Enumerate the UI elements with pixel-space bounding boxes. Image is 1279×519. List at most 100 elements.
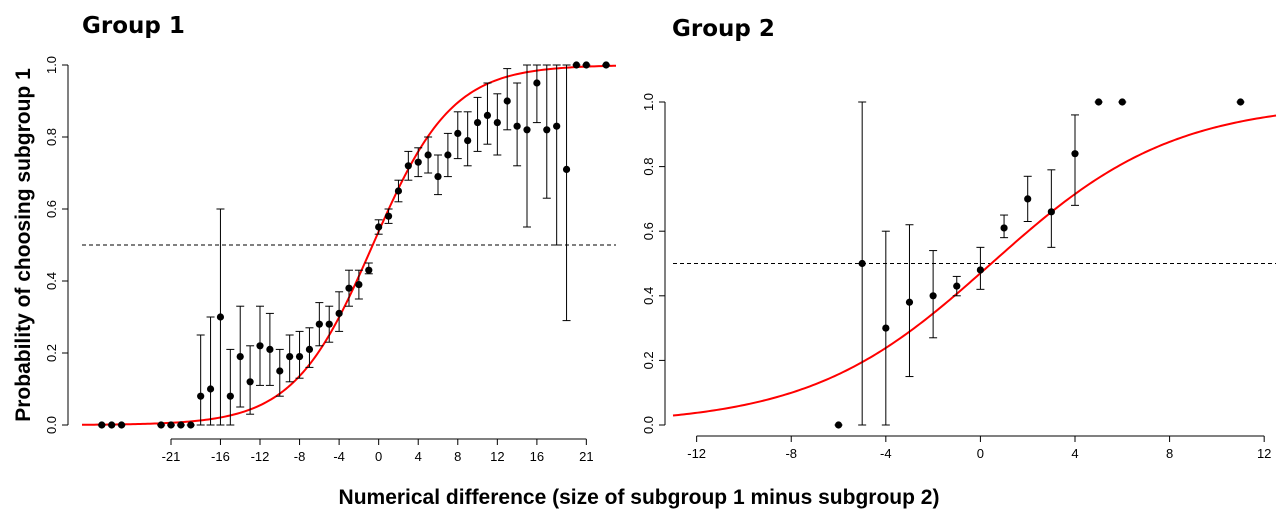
x-tick-label: -12 [251,449,270,464]
data-point [483,111,492,119]
panel-title-group-1: Group 1 [82,13,185,39]
data-point [444,151,452,159]
data-point [394,187,403,195]
data-point [286,353,294,361]
x-tick-label: -4 [333,449,345,464]
panel-title-group-2: Group 2 [672,16,775,42]
x-axis-title: Numerical difference (size of subgroup 1… [339,486,940,509]
x-tick-label: 0 [375,449,382,464]
data-point [276,367,284,375]
y-tick-label: 0.4 [641,287,656,305]
data-point [929,292,937,300]
y-tick-label: 0.6 [44,200,59,218]
panel-group-1: -21 -16 -12 -8 -4 0 4 8 12 16 21 0.0 0.2 0.4 0.6 0.8 1.0 [44,56,617,464]
data-point [424,151,432,159]
data-point [117,421,126,429]
x-tick-label: 8 [454,449,461,464]
data-point [882,324,890,332]
data-point [1047,208,1055,216]
y-axis-title: Probability of choosing subgroup 1 [12,68,35,422]
data-point [1071,150,1079,158]
y-tick-label: 0.0 [44,416,59,434]
x-tick-label: -21 [162,449,181,464]
data-point [157,421,165,429]
x-tick-label: 12 [1257,446,1271,461]
x-tick-label: 12 [490,449,504,464]
y-tick-label: 1.0 [641,93,656,111]
y-tick-label: 1.0 [44,56,59,74]
x-tick-label: -16 [211,449,230,464]
data-point [216,313,225,321]
data-point [197,392,205,400]
data-point [256,342,264,350]
data-point [187,421,195,429]
data-point [266,345,274,353]
data-point [108,421,116,429]
data-point [325,320,333,328]
data-point [384,212,393,220]
data-point [236,353,244,361]
data-point [553,122,561,130]
data-point [335,309,343,317]
data-point [246,378,254,386]
x-tick-label: -4 [880,446,892,461]
data-point [295,353,304,361]
data-point [905,298,914,306]
x-tick-label: -8 [294,449,306,464]
data-point [1236,98,1245,106]
data-point [1095,98,1103,106]
data-point [473,119,482,127]
x-tick-label: -12 [687,446,706,461]
data-point [305,345,314,353]
x-tick-label: 21 [579,449,593,464]
data-point [434,173,442,181]
x-tick-label: 8 [1166,446,1173,461]
data-point [365,266,373,274]
y-tick-label: 0.6 [641,222,656,240]
data-point [315,320,323,328]
data-point [206,385,215,393]
data-point [404,162,412,170]
y-tick-label: 0.2 [44,344,59,362]
data-point [177,421,185,429]
data-point [582,61,590,69]
panel-group-2: -12 -8 -4 0 4 8 12 0.0 0.2 0.4 0.6 0.8 1.0 [641,93,1277,461]
data-point [976,266,985,274]
data-point [414,158,422,166]
data-point [345,284,353,292]
x-tick-label: 16 [530,449,544,464]
y-tick-label: 0.4 [44,272,59,290]
data-point [562,165,571,173]
logistic-fit-curve [672,114,1277,417]
data-point [464,137,472,145]
data-point [375,223,383,231]
data-point [1024,195,1032,203]
data-point [834,421,843,429]
data-point [543,126,551,134]
y-tick-label: 0.8 [641,158,656,176]
data-point [513,122,521,130]
data-point [858,259,866,268]
data-point [226,392,234,400]
data-point [98,421,106,429]
data-point [454,129,462,137]
data-point [503,97,511,105]
x-tick-label: 4 [1071,446,1078,461]
data-point [533,79,541,87]
data-point [602,61,610,69]
data-point [572,61,581,69]
data-point [355,281,363,289]
y-tick-label: 0.8 [44,128,59,146]
x-tick-label: -8 [785,446,797,461]
data-point [523,126,531,134]
data-point [493,119,501,127]
y-tick-label: 0.2 [641,351,656,369]
y-tick-label: 0.0 [641,416,656,434]
x-tick-label: 0 [977,446,984,461]
data-point [953,282,961,290]
data-point [167,421,175,429]
data-point [1118,98,1126,106]
x-tick-label: 4 [415,449,422,464]
data-point [1000,224,1008,232]
